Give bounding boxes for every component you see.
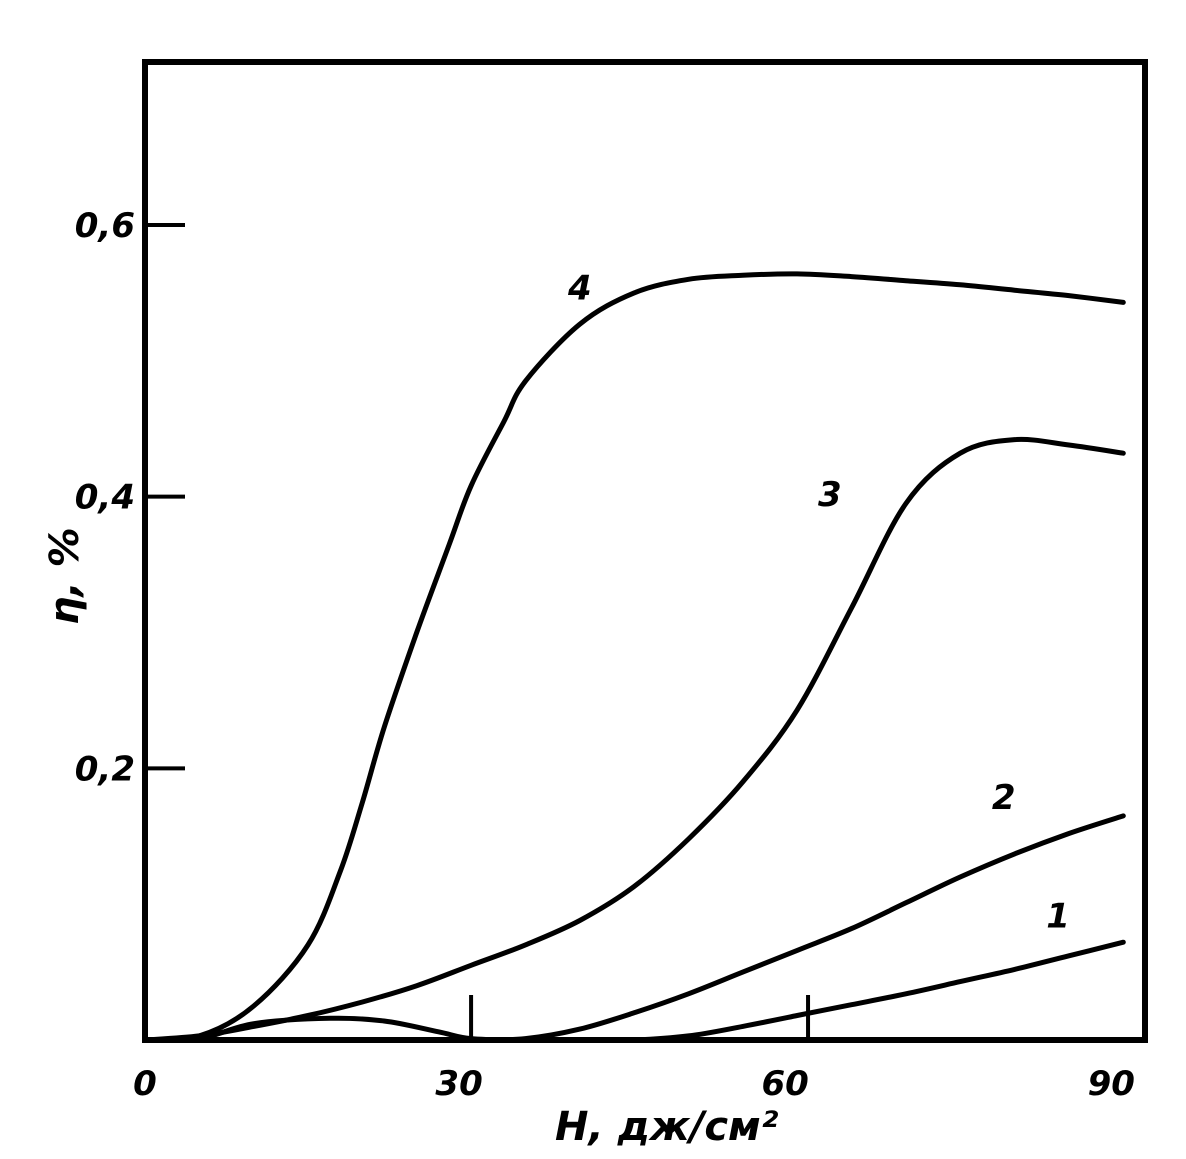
y-axis-ticks: 0,2 0,4 0,6: [75, 206, 185, 789]
curve-label-3: 3: [818, 475, 842, 515]
curve-markers: [469, 995, 811, 1040]
y-tick-label: 0,6: [75, 206, 135, 246]
curve-1: [142, 939, 1126, 1043]
y-tick-label: 0,4: [75, 478, 135, 518]
x-tick-label: 60: [762, 1064, 809, 1104]
curve-2: [142, 813, 1126, 1043]
plot-frame: [142, 59, 1148, 1043]
curve-3: [142, 436, 1126, 1043]
data-curves: [142, 271, 1126, 1043]
curve-label-4: 4: [567, 269, 592, 309]
curve-labels: 1 2 3 4: [567, 269, 1070, 937]
y-tick-label: 0,2: [75, 749, 135, 789]
x-tick-label: 90: [1088, 1064, 1135, 1104]
curve-label-2: 2: [992, 778, 1016, 818]
curve-4: [142, 271, 1126, 1043]
y-axis-label: η, %: [42, 527, 88, 625]
x-tick-label: 0: [133, 1064, 157, 1104]
x-tick-label: 30: [435, 1064, 482, 1104]
x-axis-ticks: 0 30 60 90: [133, 1064, 1135, 1104]
curve-label-1: 1: [1046, 896, 1070, 936]
x-axis-label: H, дж/см²: [555, 1104, 779, 1150]
